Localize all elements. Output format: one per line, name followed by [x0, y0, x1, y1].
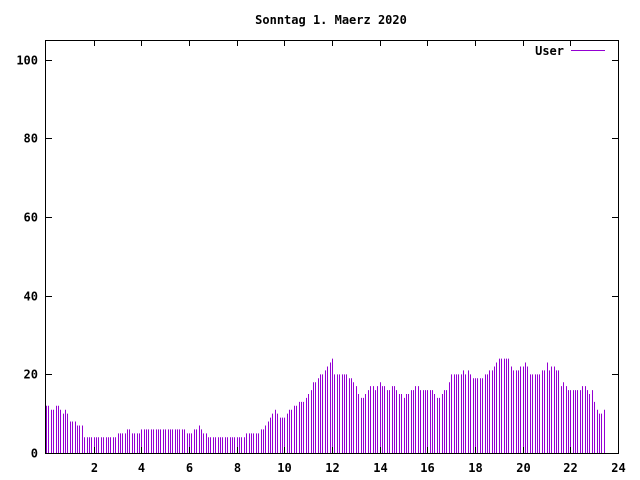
y-axis: 0 20 40 60 80 100: [16, 54, 618, 461]
y-tick-label: 20: [24, 368, 38, 382]
x-tick-label: 8: [234, 461, 241, 475]
x-tick-label: 14: [373, 461, 387, 475]
x-tick-label: 16: [420, 461, 434, 475]
x-tick-label: 20: [516, 461, 530, 475]
y-tick-label: 0: [31, 447, 38, 461]
bar-series: [46, 358, 605, 453]
y-tick-label: 100: [16, 54, 38, 68]
x-tick-label: 24: [611, 461, 625, 475]
x-tick-label: 12: [325, 461, 339, 475]
legend: User: [535, 44, 605, 58]
x-tick-label: 4: [138, 461, 145, 475]
x-tick-label: 22: [563, 461, 577, 475]
x-tick-label: 10: [277, 461, 291, 475]
y-tick-label: 40: [24, 290, 38, 304]
legend-label: User: [535, 44, 564, 58]
y-tick-label: 60: [24, 211, 38, 225]
x-tick-label: 18: [468, 461, 482, 475]
y-tick-label: 80: [24, 132, 38, 146]
chart-title: Sonntag 1. Maerz 2020: [255, 13, 407, 27]
x-axis: 2 4 6 8 10 12 14 16 18 20 22 24: [91, 40, 626, 475]
x-tick-label: 6: [186, 461, 193, 475]
x-tick-label: 2: [91, 461, 98, 475]
